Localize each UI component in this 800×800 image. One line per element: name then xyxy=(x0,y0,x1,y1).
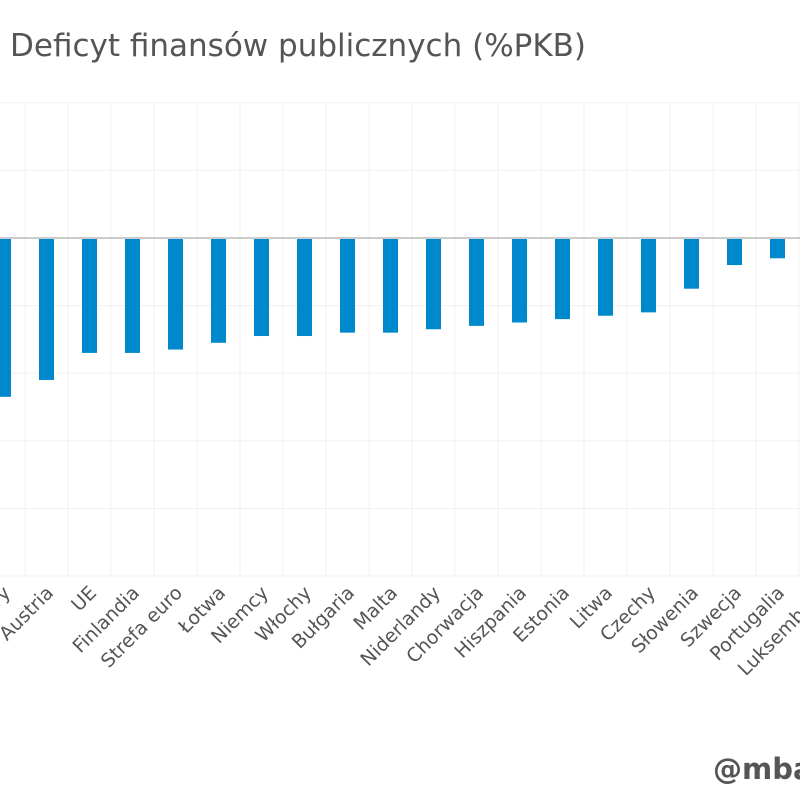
bar-ue xyxy=(82,238,97,353)
bar-słowenia xyxy=(684,238,699,289)
bar-węgry xyxy=(0,238,11,397)
bar-hiszpania xyxy=(512,238,527,323)
bar-łotwa xyxy=(211,238,226,343)
bar-estonia xyxy=(555,238,570,320)
bar-malta xyxy=(383,238,398,333)
bar-bułgaria xyxy=(340,238,355,333)
bar-strefa-euro xyxy=(168,238,183,350)
author-credit: @mba xyxy=(713,752,800,786)
bar-niderlandy xyxy=(426,238,441,330)
bar-litwa xyxy=(598,238,613,316)
chart-title: Deficyt finansów publicznych (%PKB) xyxy=(10,28,587,64)
x-tick-label: UE xyxy=(67,582,101,616)
bar-szwecja xyxy=(727,238,742,266)
bar-włochy xyxy=(297,238,312,337)
bar-niemcy xyxy=(254,238,269,337)
bar-portugalia xyxy=(770,238,785,259)
bar-austria xyxy=(39,238,54,380)
bar-chorwacja xyxy=(469,238,484,326)
bar-czechy xyxy=(641,238,656,313)
bar-finlandia xyxy=(125,238,140,353)
